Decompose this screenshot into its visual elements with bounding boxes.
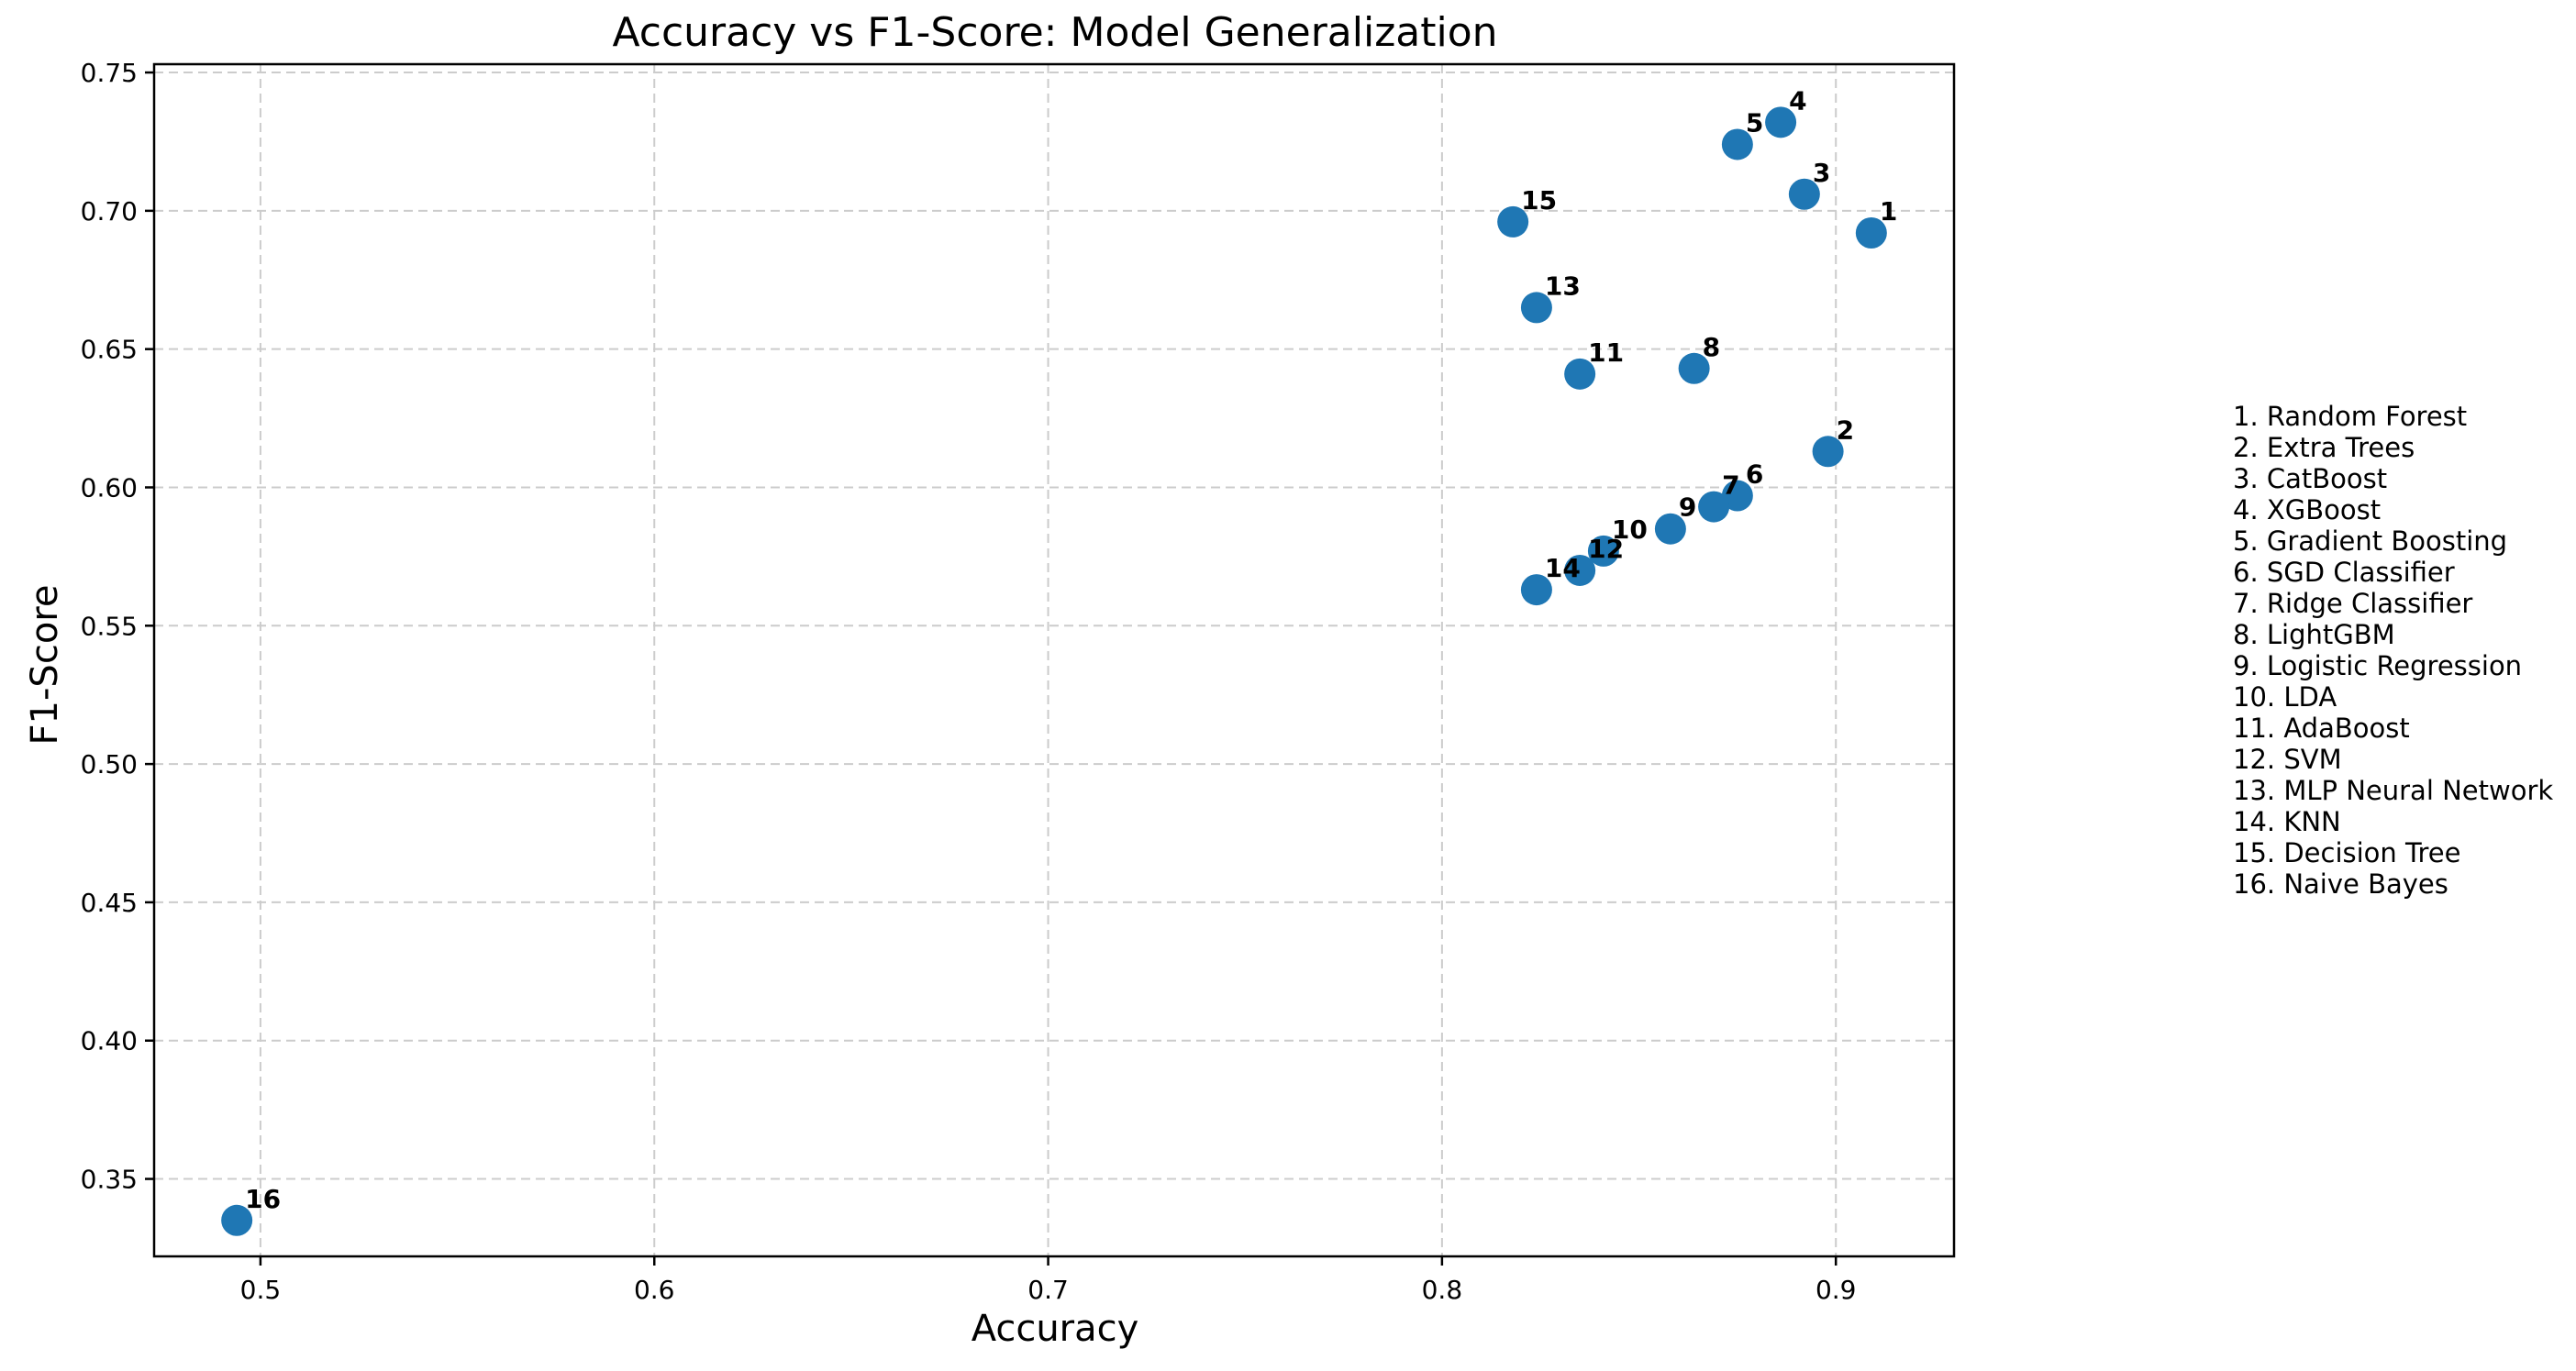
data-point-5 (1721, 128, 1753, 160)
x-tick-label: 0.8 (1422, 1275, 1463, 1305)
y-tick-label: 0.70 (81, 196, 138, 227)
point-label-16: 16 (245, 1184, 281, 1214)
point-label-10: 10 (1612, 514, 1648, 545)
point-label-9: 9 (1679, 492, 1696, 523)
point-label-4: 4 (1789, 85, 1806, 116)
data-point-12 (1564, 554, 1596, 586)
legend-item: 2. Extra Trees (2233, 432, 2415, 463)
point-label-8: 8 (1703, 332, 1720, 362)
legend-item: 12. SVM (2233, 744, 2342, 775)
data-point-14 (1520, 574, 1552, 606)
data-point-16 (221, 1204, 253, 1236)
grid-lines (154, 64, 1954, 1256)
point-label-1: 1 (1880, 196, 1897, 227)
point-label-6: 6 (1746, 459, 1763, 490)
y-tick-label: 0.35 (81, 1165, 138, 1195)
legend-item: 9. Logistic Regression (2233, 650, 2522, 681)
axis-ticks: 0.5 0.6 0.7 0.8 0.9 0.35 0.40 0.45 0.50 0.55 0.60 0… (81, 58, 1857, 1305)
legend-item: 7. Ridge Classifier (2233, 588, 2472, 619)
x-tick-label: 0.9 (1815, 1275, 1857, 1305)
point-label-5: 5 (1746, 107, 1763, 138)
point-label-7: 7 (1722, 470, 1739, 501)
legend-item: 13. MLP Neural Network (2233, 775, 2553, 806)
chart-title: Accuracy vs F1-Score: Model Generalizati… (612, 9, 1497, 56)
data-point-9 (1654, 513, 1686, 545)
y-tick-label: 0.40 (81, 1026, 138, 1056)
data-point-10 (1587, 535, 1619, 567)
y-tick-label: 0.60 (81, 472, 138, 503)
legend-item: 5. Gradient Boosting (2233, 525, 2507, 557)
data-point-4 (1765, 106, 1797, 138)
point-label-12: 12 (1588, 534, 1624, 564)
legend-item: 14. KNN (2233, 806, 2341, 837)
point-label-15: 15 (1521, 185, 1557, 216)
y-tick-label: 0.75 (81, 58, 138, 88)
point-label-2: 2 (1837, 415, 1854, 445)
y-tick-label: 0.55 (81, 611, 138, 641)
legend-item: 15. Decision Tree (2233, 837, 2460, 868)
point-label-13: 13 (1545, 271, 1581, 301)
data-point-11 (1564, 358, 1596, 390)
x-tick-label: 0.5 (240, 1275, 282, 1305)
data-point-3 (1788, 178, 1820, 210)
point-label-3: 3 (1813, 158, 1830, 188)
point-label-14: 14 (1545, 553, 1581, 583)
x-tick-label: 0.6 (634, 1275, 675, 1305)
data-point-13 (1520, 292, 1552, 324)
legend-item: 8. LightGBM (2233, 619, 2395, 650)
data-points (221, 106, 1887, 1236)
data-point-7 (1698, 491, 1730, 523)
data-point-1 (1855, 216, 1887, 249)
legend-item: 3. CatBoost (2233, 463, 2387, 494)
legend-item: 6. SGD Classifier (2233, 557, 2455, 588)
data-point-8 (1678, 352, 1710, 384)
y-tick-label: 0.50 (81, 749, 138, 779)
legend-item: 11. AdaBoost (2233, 713, 2410, 744)
legend-item: 10. LDA (2233, 681, 2337, 713)
y-tick-label: 0.45 (81, 888, 138, 918)
point-label-11: 11 (1588, 337, 1624, 368)
legend-item: 16. Naive Bayes (2233, 868, 2448, 900)
legend-item: 1. Random Forest (2233, 401, 2467, 432)
x-tick-label: 0.7 (1027, 1275, 1069, 1305)
legend-item: 4. XGBoost (2233, 494, 2381, 525)
x-axis-label: Accuracy (972, 1308, 1139, 1350)
data-point-15 (1497, 205, 1529, 238)
y-axis-label: F1-Score (24, 585, 66, 746)
plot-frame (152, 62, 1956, 1258)
data-point-2 (1812, 436, 1844, 468)
data-point-6 (1721, 480, 1753, 512)
y-tick-label: 0.65 (81, 335, 138, 365)
